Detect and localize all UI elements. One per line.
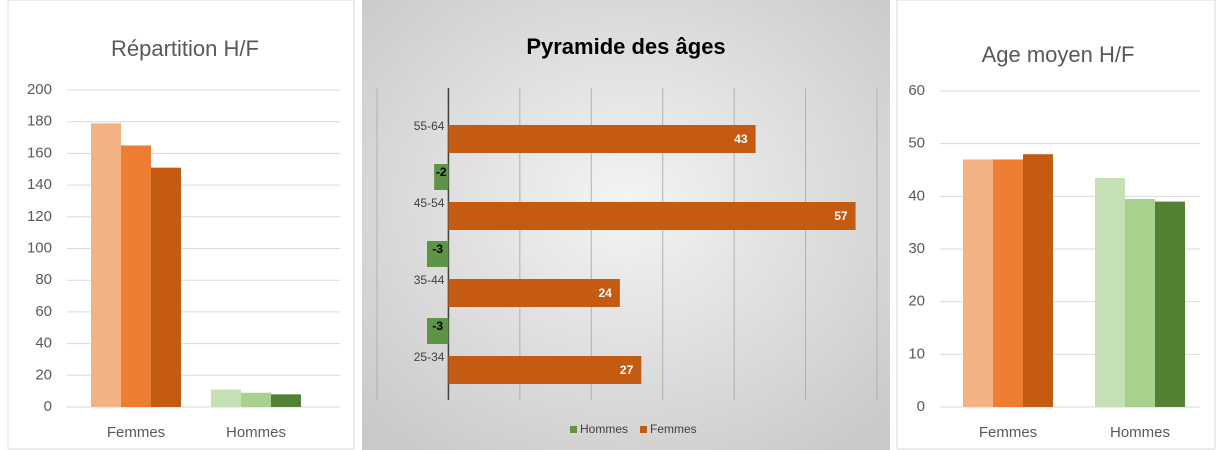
legend-label: Femmes xyxy=(650,422,697,436)
data-label: 43 xyxy=(734,132,748,146)
bar xyxy=(1155,201,1185,407)
bar xyxy=(448,279,620,307)
bar xyxy=(427,241,449,267)
legend-label: Hommes xyxy=(580,422,628,436)
y-tick-label: 25-34 xyxy=(414,350,445,364)
y-tick-label: 0 xyxy=(44,398,52,415)
bar xyxy=(1095,177,1125,407)
legend-swatch xyxy=(640,426,648,433)
chart-title: Pyramide des âges xyxy=(526,34,725,59)
x-tick-label: Hommes xyxy=(1110,424,1170,441)
x-tick-label: Femmes xyxy=(107,424,165,441)
chart-title: Répartition H/F xyxy=(111,36,259,61)
bar xyxy=(241,392,271,407)
y-tick-label: 20 xyxy=(35,366,52,383)
bar xyxy=(151,167,181,407)
y-tick-label: 160 xyxy=(27,144,52,161)
bar xyxy=(271,394,301,407)
y-tick-label: 180 xyxy=(27,113,52,130)
data-label: -3 xyxy=(432,319,443,333)
y-tick-label: 200 xyxy=(27,81,52,98)
x-tick-label: Femmes xyxy=(979,424,1037,441)
y-tick-label: 0 xyxy=(917,398,925,415)
data-label: 57 xyxy=(834,209,848,223)
data-label: -2 xyxy=(436,165,447,179)
y-tick-label: 30 xyxy=(908,240,925,257)
y-tick-label: 40 xyxy=(908,187,925,204)
bar xyxy=(211,389,241,407)
bar xyxy=(1125,198,1155,407)
y-tick-label: 60 xyxy=(908,82,925,99)
y-tick-label: 35-44 xyxy=(414,273,445,287)
y-tick-label: 80 xyxy=(35,271,52,288)
bar xyxy=(1023,154,1053,407)
data-label: -3 xyxy=(432,242,443,256)
bar xyxy=(448,356,642,384)
y-tick-label: 100 xyxy=(27,239,52,256)
y-tick-label: 45-54 xyxy=(414,196,445,210)
y-tick-label: 120 xyxy=(27,208,52,225)
bar xyxy=(448,125,756,153)
chart-title: Age moyen H/F xyxy=(982,42,1135,67)
bar xyxy=(993,159,1023,407)
y-tick-label: 140 xyxy=(27,176,52,193)
y-tick-label: 55-64 xyxy=(414,119,445,133)
bar xyxy=(448,202,856,230)
bar xyxy=(427,318,449,344)
data-label: 27 xyxy=(620,363,634,377)
legend-swatch xyxy=(570,426,577,433)
bar xyxy=(91,123,121,407)
y-tick-label: 10 xyxy=(908,345,925,362)
bar xyxy=(434,164,449,190)
y-tick-label: 20 xyxy=(908,293,925,310)
data-label: 24 xyxy=(598,286,612,300)
y-tick-label: 60 xyxy=(35,303,52,320)
y-tick-label: 40 xyxy=(35,335,52,352)
y-tick-label: 50 xyxy=(908,135,925,152)
bar xyxy=(963,159,993,407)
x-tick-label: Hommes xyxy=(226,424,286,441)
bar xyxy=(121,145,151,407)
